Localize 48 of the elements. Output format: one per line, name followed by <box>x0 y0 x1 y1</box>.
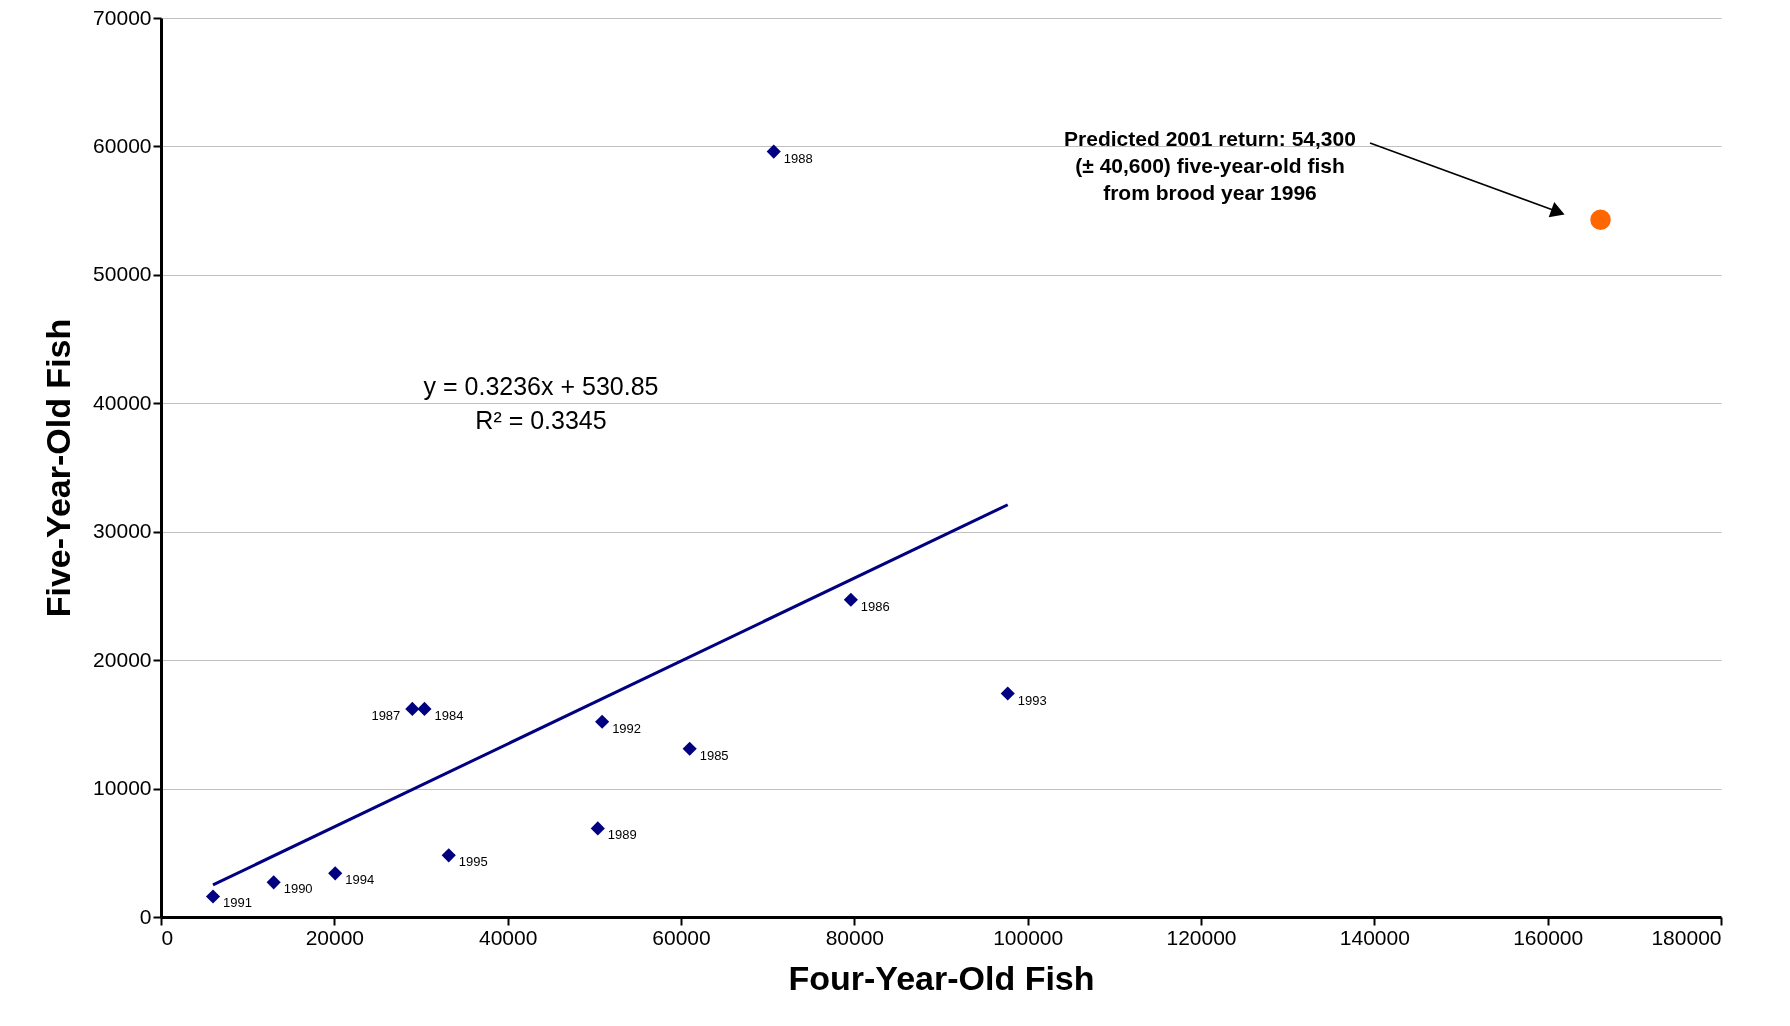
x-axis-title: Four-Year-Old Fish <box>788 958 1095 997</box>
annotation: 1985 <box>699 747 729 763</box>
point <box>417 701 432 717</box>
annotation: 1994 <box>345 872 375 888</box>
y-tick-label: 20000 <box>93 647 152 671</box>
y-tick-label: 40000 <box>93 390 152 414</box>
x-tick-label: 20000 <box>305 925 365 949</box>
point <box>405 701 420 717</box>
x-tick-label: 120000 <box>1166 925 1237 949</box>
annotation: 1988 <box>783 150 813 166</box>
point <box>1000 686 1015 701</box>
y-tick-label: 60000 <box>93 133 152 157</box>
y-tick-label: 0 <box>139 904 152 928</box>
annotation: 1993 <box>1017 692 1047 708</box>
point <box>843 592 858 607</box>
annotation: 1986 <box>860 598 890 614</box>
annotation: 1984 <box>434 707 464 723</box>
point <box>266 875 281 890</box>
point <box>1590 209 1611 230</box>
annotation: 1990 <box>283 881 313 897</box>
annotation: 1992 <box>612 720 642 736</box>
annotation: R² = 0.3345 <box>475 406 607 434</box>
x-tick-label: 0 <box>161 925 174 949</box>
point <box>328 866 343 881</box>
y-tick-label: 70000 <box>93 5 152 29</box>
x-tick-label: 180000 <box>1651 925 1722 949</box>
annotation: 1991 <box>223 895 252 911</box>
point <box>595 714 610 729</box>
x-tick-label: 40000 <box>478 925 538 949</box>
annotation: 1987 <box>371 707 401 723</box>
annotation: 1995 <box>458 854 488 870</box>
point <box>590 821 605 836</box>
point <box>205 889 221 904</box>
x-tick-label: 60000 <box>652 925 711 949</box>
point <box>766 144 781 159</box>
x-tick-label: 100000 <box>993 925 1064 949</box>
annotation: 1989 <box>607 827 637 843</box>
y-tick-label: 10000 <box>93 776 152 800</box>
y-tick-label: 50000 <box>93 262 152 286</box>
annotation: y = 0.3236x + 530.85 <box>423 372 659 400</box>
x-tick-label: 160000 <box>1513 925 1584 949</box>
point <box>682 741 697 756</box>
point <box>441 848 456 863</box>
y-tick-label: 30000 <box>93 519 152 543</box>
y-axis-title: Five-Year-Old Fish <box>39 318 78 618</box>
x-tick-label: 80000 <box>825 925 885 949</box>
x-tick-label: 140000 <box>1339 925 1410 949</box>
annotation: Predicted 2001 return: 54,300 (± 40,600) five-year-old fish from brood year 1996 <box>1064 127 1356 204</box>
